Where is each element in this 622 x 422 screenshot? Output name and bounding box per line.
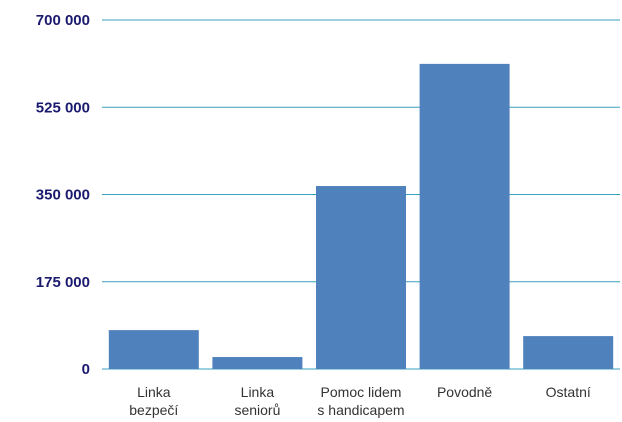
y-axis-tick-labels: 0 175 000 350 000 525 000 700 000 [36, 12, 90, 378]
x-tick-label-line: s handicapem [317, 402, 404, 418]
x-tick-label: Povodně [437, 384, 492, 400]
bar [523, 336, 614, 369]
y-tick-label: 0 [82, 361, 90, 378]
x-tick-label-line: seniorů [234, 402, 280, 418]
x-tick-label-line: Ostatní [546, 384, 591, 400]
x-tick-label-line: Linka [241, 384, 275, 400]
y-tick-label: 700 000 [36, 12, 90, 29]
x-tick-label: Linka seniorů [234, 384, 280, 418]
y-tick-label: 175 000 [36, 274, 90, 291]
bar [419, 63, 510, 369]
x-tick-label: Ostatní [546, 384, 591, 400]
bar [212, 357, 303, 369]
x-tick-label-line: bezpečí [129, 402, 178, 418]
x-tick-label-line: Linka [137, 384, 171, 400]
x-tick-label-line: Povodně [437, 384, 492, 400]
x-tick-label-line: Pomoc lidem [321, 384, 402, 400]
x-tick-label: Linka bezpečí [129, 384, 178, 418]
y-tick-label: 350 000 [36, 187, 90, 204]
x-axis-tick-labels: Linka bezpečí Linka seniorů Pomoc lidem s han… [129, 384, 591, 418]
x-tick-label: Pomoc lidem s handicapem [317, 384, 404, 418]
bar [316, 186, 406, 369]
bars [108, 63, 614, 369]
bar [108, 330, 199, 369]
y-tick-label: 525 000 [36, 99, 90, 116]
